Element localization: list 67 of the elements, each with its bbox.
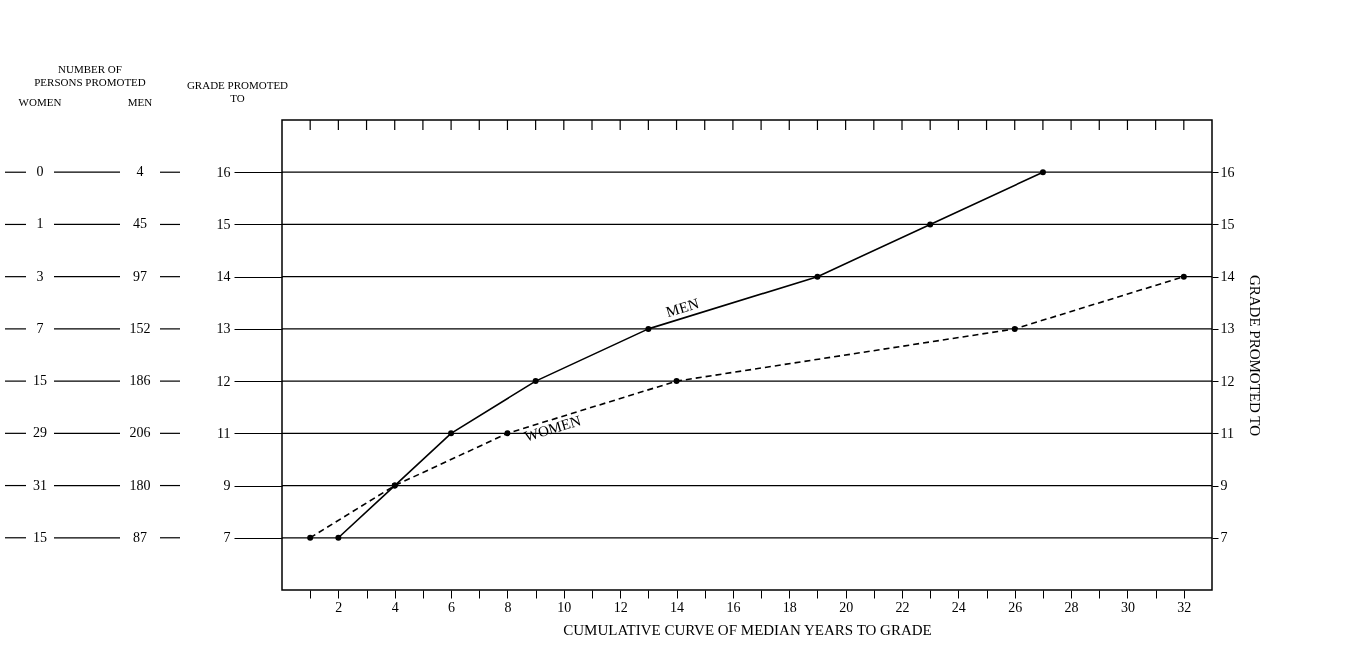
- point: [532, 378, 539, 385]
- y-tick-label: 11: [1220, 425, 1234, 441]
- category-label: 9: [223, 478, 231, 494]
- point: [814, 273, 821, 280]
- point: [448, 430, 455, 437]
- text: 15: [33, 529, 47, 545]
- text: 152: [129, 320, 151, 336]
- y-tick-label: 7: [1220, 530, 1228, 546]
- x-axis-title: CUMULATIVE CURVE OF MEDIAN YEARS TO GRADE: [563, 621, 932, 638]
- x-tick-label: 10: [557, 599, 572, 615]
- x-tick-label: 4: [391, 599, 399, 615]
- x-tick-label: 20: [839, 599, 854, 615]
- y-tick-label: 13: [1220, 321, 1235, 337]
- x-tick-label: 2: [335, 599, 343, 615]
- text: MEN: [127, 96, 153, 108]
- point: [927, 221, 934, 228]
- text: 45: [133, 216, 147, 232]
- text: 15: [33, 373, 47, 389]
- x-tick-label: 16: [726, 599, 741, 615]
- x-tick-label: 28: [1064, 599, 1079, 615]
- text: 180: [129, 477, 151, 493]
- text: 29: [33, 425, 47, 441]
- text: 7: [223, 530, 231, 546]
- category-label: 7: [36, 320, 44, 336]
- text: 186: [129, 373, 151, 389]
- x-tick-label: 30: [1120, 599, 1135, 615]
- category-label: 12: [216, 373, 231, 389]
- category-label: 11: [217, 425, 231, 441]
- point: [673, 378, 680, 385]
- y-tick-label: 16: [1220, 164, 1235, 180]
- x-tick-label: 32: [1177, 599, 1192, 615]
- text: 4: [136, 164, 144, 180]
- text: MEN: [664, 295, 701, 321]
- y-tick-label: 12: [1220, 373, 1235, 389]
- point: [335, 534, 342, 541]
- category-label: 16: [216, 164, 231, 180]
- text: 15: [216, 216, 231, 232]
- text: 3: [36, 268, 44, 284]
- x-tick-label: 24: [951, 599, 966, 615]
- y2-axis-title: GRADE PROMOTED TO: [1246, 274, 1263, 437]
- category-label: 14: [216, 269, 231, 285]
- point: [504, 430, 511, 437]
- text: 87: [133, 529, 147, 545]
- y-axis-title: GRADE PROMOTED TO: [186, 78, 289, 104]
- point: [1180, 273, 1187, 280]
- x-tick-label: 8: [504, 599, 512, 615]
- point: [645, 325, 652, 332]
- point: [1011, 325, 1018, 332]
- point: [307, 534, 314, 541]
- y-tick-label: 9: [1220, 478, 1228, 494]
- y-tick-label: 14: [1220, 269, 1235, 285]
- x-tick-label: 26: [1008, 599, 1023, 615]
- x-tick-label: 12: [613, 599, 628, 615]
- category-label: 13: [216, 321, 231, 337]
- text: 97: [133, 268, 147, 284]
- point: [1039, 169, 1046, 176]
- y-tick-label: 15: [1220, 216, 1235, 232]
- x-tick-label: 6: [448, 599, 456, 615]
- text: 1: [36, 216, 44, 232]
- text: 0: [36, 164, 44, 180]
- x-tick-label: 14: [670, 599, 685, 615]
- x-tick-label: 22: [895, 599, 910, 615]
- text: NUMBER OF PERSONS PROMOTED: [34, 63, 146, 88]
- x-tick-label: 18: [782, 599, 797, 615]
- text: WOMEN: [18, 96, 62, 108]
- text: 31: [33, 477, 47, 493]
- text: 206: [129, 425, 151, 441]
